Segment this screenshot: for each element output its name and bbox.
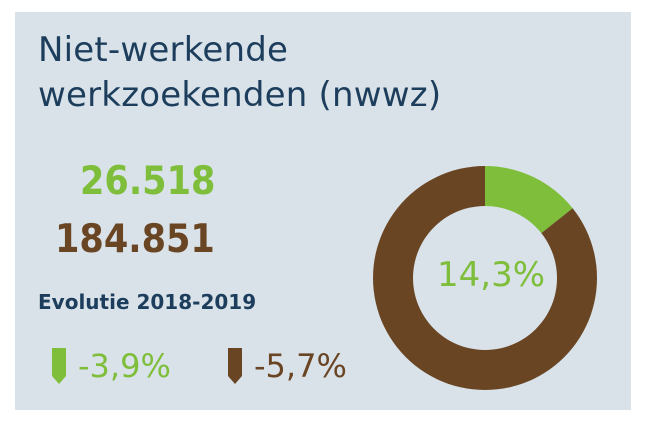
brown-change-value: -5,7% [254,347,347,385]
donut-chart [373,166,597,390]
infographic-title: Niet-werkende werkzoekenden (nwwz) [38,28,441,118]
title-line-1: Niet-werkende [38,30,289,70]
donut-slice-1 [373,166,597,390]
brown-change: -5,7% [228,348,347,384]
green-change-value: -3,9% [78,347,171,385]
donut-slice-0 [485,166,573,234]
green-value: 26.518 [80,159,216,204]
title-line-2: werkzoekenden (nwwz) [38,75,442,115]
brown-down-arrow-icon [228,348,242,384]
green-change: -3,9% [52,348,171,384]
donut-center-label: 14,3% [437,255,546,295]
green-down-arrow-icon [52,348,66,384]
brown-value: 184.851 [55,217,215,262]
evolution-label: Evolutie 2018-2019 [38,290,257,314]
